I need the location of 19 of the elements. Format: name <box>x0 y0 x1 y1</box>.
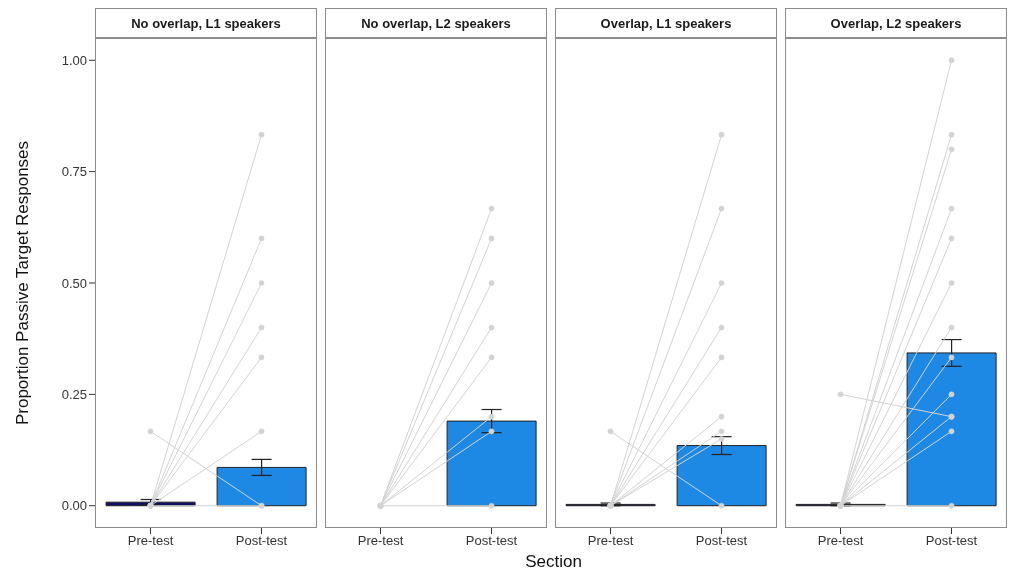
x-tick-label: Post-test <box>465 533 518 549</box>
x-tick-label: Post-test <box>235 533 288 549</box>
chart-title: Overlap, L1 speakers <box>555 8 777 38</box>
x-tick-label: Pre-test <box>817 533 864 549</box>
x-tick-label: Post-test <box>695 533 748 549</box>
y-tick-label: 0.75 <box>61 164 87 180</box>
x-tick-label: Pre-test <box>587 533 634 549</box>
chart-title: No overlap, L1 speakers <box>95 8 317 38</box>
x-tick-label: Pre-test <box>357 533 404 549</box>
y-tick-label: 0.50 <box>61 275 87 291</box>
y-tick-label: 0.00 <box>61 498 87 514</box>
y-tick-label: 1.00 <box>61 52 87 68</box>
y-axis-title: Proportion Passive Target Responses <box>13 140 33 426</box>
y-tick-label: 0.25 <box>61 386 87 402</box>
x-tick-label: Pre-test <box>127 533 174 549</box>
x-axis-title: Section <box>524 552 583 572</box>
chart-title: Overlap, L2 speakers <box>785 8 1007 38</box>
x-tick-label: Post-test <box>925 533 978 549</box>
chart-title: No overlap, L2 speakers <box>325 8 547 38</box>
